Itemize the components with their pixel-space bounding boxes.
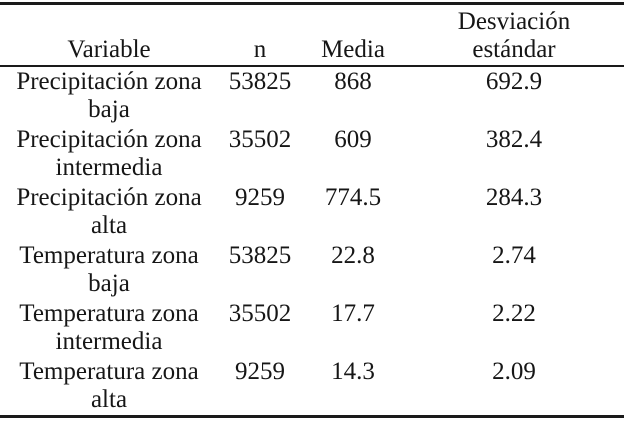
- cell-variable: Temperatura zona intermedia: [19, 300, 199, 355]
- cell-variable: Temperatura zona baja: [19, 242, 199, 297]
- cell-sd: 692.9: [485, 68, 543, 95]
- column-header-media: Media: [321, 36, 385, 63]
- column-header-variable: Variable: [67, 36, 151, 63]
- table-row: Temperatura zona alta 9259 14.3 2.09: [0, 357, 624, 415]
- cell-media: 22.8: [331, 242, 375, 269]
- cell-media: 774.5: [324, 184, 382, 211]
- cell-n: 9259: [235, 184, 285, 211]
- table-row: Temperatura zona baja 53825 22.8 2.74: [0, 241, 624, 299]
- cell-media: 868: [334, 68, 372, 95]
- column-header-desviacion-estandar: Desviación estándar: [457, 8, 571, 63]
- cell-variable: Precipitación zona baja: [16, 68, 202, 123]
- column-header-n: n: [253, 36, 267, 63]
- cell-variable: Precipitación zona alta: [16, 184, 202, 239]
- cell-variable: Precipitación zona intermedia: [16, 126, 202, 181]
- cell-sd: 2.09: [492, 358, 536, 385]
- cell-sd: 2.74: [492, 242, 536, 269]
- cell-n: 35502: [228, 300, 292, 327]
- cell-n: 53825: [228, 242, 292, 269]
- cell-n: 53825: [228, 68, 292, 95]
- cell-variable: Temperatura zona alta: [19, 358, 199, 413]
- cell-media: 17.7: [331, 300, 375, 327]
- table-header-row: Variable n Media Desviación estándar: [0, 5, 624, 67]
- cell-sd: 284.3: [485, 184, 543, 211]
- cell-n: 35502: [228, 126, 292, 153]
- cell-n: 9259: [235, 358, 285, 385]
- table-row: Precipitación zona intermedia 35502 609 …: [0, 125, 624, 183]
- table-row: Precipitación zona alta 9259 774.5 284.3: [0, 183, 624, 241]
- table-row: Precipitación zona baja 53825 868 692.9: [0, 67, 624, 125]
- table-row: Temperatura zona intermedia 35502 17.7 2…: [0, 299, 624, 357]
- cell-sd: 382.4: [485, 126, 543, 153]
- cell-sd: 2.22: [492, 300, 536, 327]
- cell-media: 14.3: [331, 358, 375, 385]
- cell-media: 609: [334, 126, 372, 153]
